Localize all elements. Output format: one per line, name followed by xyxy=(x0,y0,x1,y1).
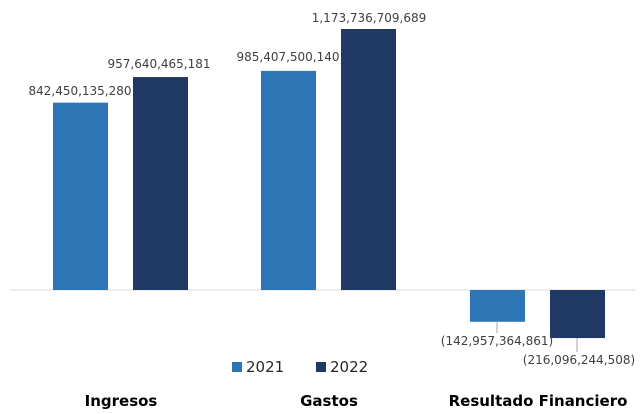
bar-2021-gastos xyxy=(261,70,316,291)
bar-2022-resultado-financiero xyxy=(550,290,605,339)
bar-2022-gastos xyxy=(341,29,396,290)
legend-swatch-2022 xyxy=(316,362,326,372)
bar-2021-ingresos xyxy=(53,102,108,290)
value-label-2022-ingresos: 957,640,465,181 xyxy=(107,57,210,71)
bars-group xyxy=(53,29,605,339)
legend-label-2022: 2022 xyxy=(330,358,368,376)
value-label-2022-gastos: 1,173,736,709,689 xyxy=(312,11,427,25)
bar-2022-ingresos xyxy=(133,77,188,291)
bar-2021-resultado-financiero xyxy=(470,290,525,322)
legend: 2021 2022 xyxy=(232,358,368,376)
value-label-2021-gastos: 985,407,500,140 xyxy=(236,50,339,64)
legend-label-2021: 2021 xyxy=(246,358,284,376)
category-label-ingresos: Ingresos xyxy=(85,392,158,410)
leader-lines-group xyxy=(496,321,578,352)
category-label-gastos: Gastos xyxy=(300,392,358,410)
value-label-2021-ingresos: 842,450,135,280 xyxy=(28,84,131,98)
value-label-2021-resultado-financiero: (142,957,364,861) xyxy=(441,334,553,348)
value-label-2022-resultado-financiero: (216,096,244,508) xyxy=(523,353,635,367)
category-label-resultado-financiero: Resultado Financiero xyxy=(449,392,628,410)
value-labels-group: 842,450,135,280 985,407,500,140 (142,957,3… xyxy=(28,11,635,367)
category-labels-group: Ingresos Gastos Resultado Financiero xyxy=(85,392,628,410)
legend-swatch-2021 xyxy=(232,362,242,372)
